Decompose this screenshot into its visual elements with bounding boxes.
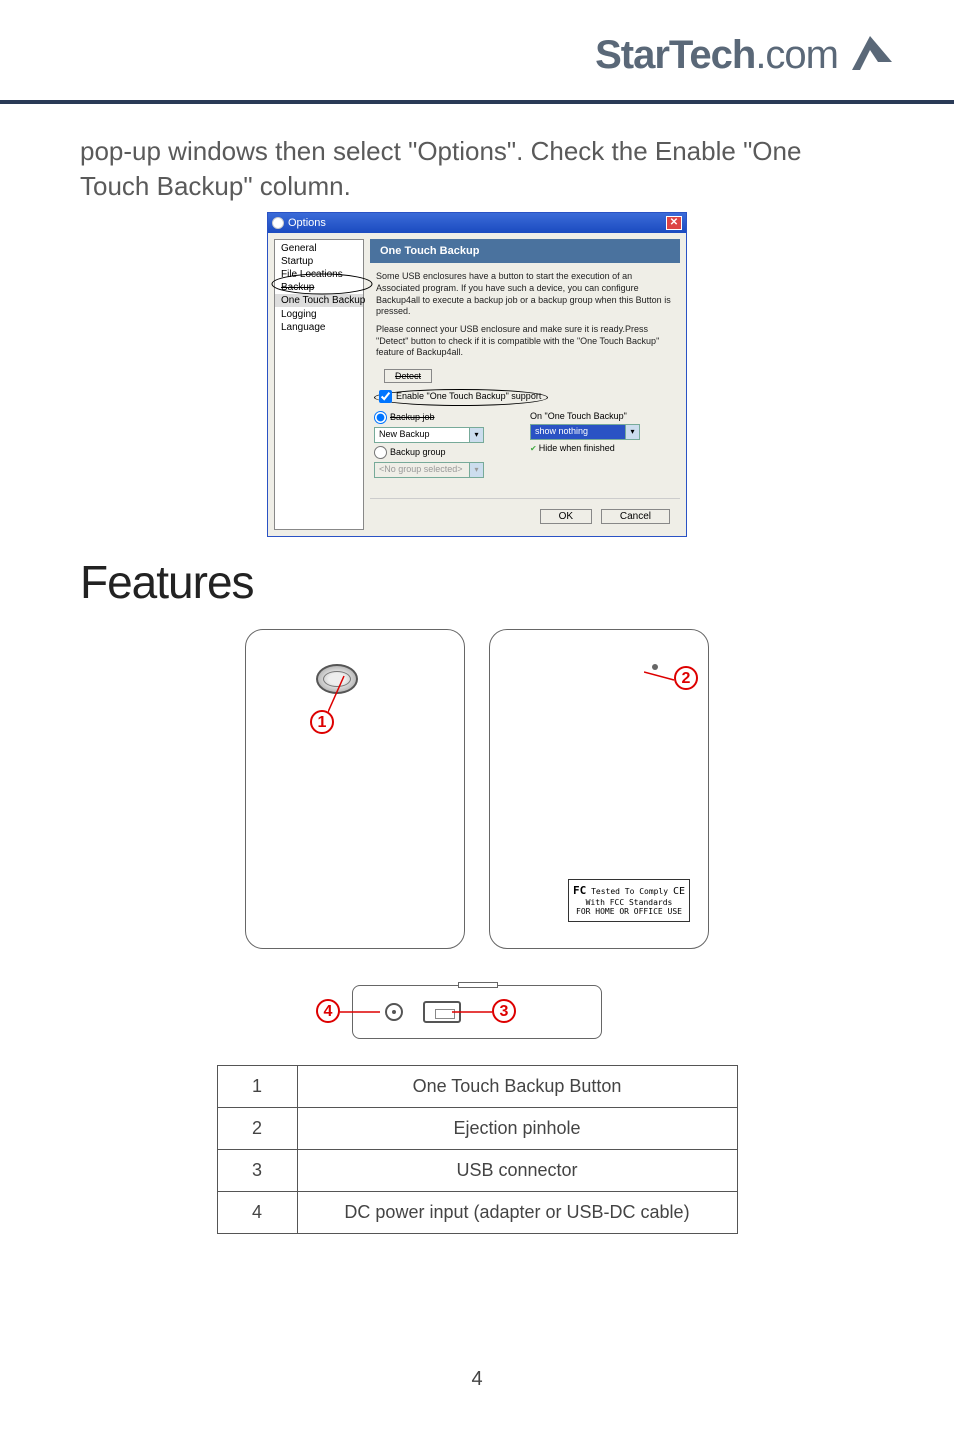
table-row: 4DC power input (adapter or USB-DC cable… (217, 1192, 737, 1234)
panel-header: One Touch Backup (370, 239, 680, 263)
features-heading: Features (80, 555, 874, 609)
chevron-down-icon: ▾ (625, 425, 639, 439)
table-cell-num: 2 (217, 1108, 297, 1150)
device-back-panel: 2 FC Tested To Comply CE With FCC Standa… (489, 629, 709, 949)
panel-desc-1: Some USB enclosures have a button to sta… (370, 271, 680, 324)
backup-group-combo: <No group selected> ▾ (374, 462, 484, 478)
close-button[interactable]: ✕ (666, 216, 682, 230)
device-front-panel: 1 (245, 629, 465, 949)
backup-job-radio[interactable] (374, 411, 387, 424)
hide-checkbox-row: ✔Hide when finished (530, 442, 676, 454)
callout-3: 3 (492, 999, 516, 1023)
callout-line-3 (452, 1007, 492, 1017)
compliance-line2: With FCC Standards (573, 898, 685, 908)
sidebar-item-language[interactable]: Language (275, 321, 363, 334)
backup-group-label: Backup group (390, 447, 446, 457)
compliance-label: FC Tested To Comply CE With FCC Standard… (568, 879, 690, 922)
table-cell-desc: Ejection pinhole (297, 1108, 737, 1150)
logo-text-bold: StarTech (595, 33, 755, 78)
detect-button[interactable]: Detect (384, 369, 432, 383)
chevron-down-icon: ▾ (469, 428, 483, 442)
table-cell-desc: USB connector (297, 1150, 737, 1192)
sidebar-item-logging[interactable]: Logging (275, 307, 363, 321)
logo-icon (844, 30, 894, 81)
page-content: pop-up windows then select "Options". Ch… (0, 104, 954, 1234)
backup-group-radio[interactable] (374, 446, 387, 459)
hide-label: Hide when finished (539, 443, 615, 453)
callout-line-1 (328, 672, 368, 712)
check-icon: ✔ (530, 444, 537, 453)
dialog-sidebar: General Startup File Locations Backup On… (274, 239, 364, 530)
callout-circle-1: 1 (310, 710, 334, 734)
backup-job-label: Backup job (390, 412, 435, 422)
table-cell-desc: DC power input (adapter or USB-DC cable) (297, 1192, 737, 1234)
table-cell-num: 3 (217, 1150, 297, 1192)
backup-group-radio-row: Backup group (374, 445, 520, 460)
dialog-main-panel: One Touch Backup Some USB enclosures hav… (370, 233, 686, 536)
callout-4: 4 (316, 999, 340, 1023)
backup-group-value: <No group selected> (375, 463, 469, 477)
brand-logo: StarTech.com (595, 30, 894, 81)
enable-checkbox-row: Enable "One Touch Backup" support (370, 387, 680, 410)
backup-job-radio-row: Backup job (374, 410, 520, 425)
intro-paragraph: pop-up windows then select "Options". Ch… (80, 134, 874, 204)
table-cell-desc: One Touch Backup Button (297, 1066, 737, 1108)
ok-button[interactable]: OK (540, 509, 592, 524)
panel-desc-2: Please connect your USB enclosure and ma… (370, 324, 680, 365)
on-otb-label: On "One Touch Backup" (530, 410, 676, 422)
dialog-button-row: OK Cancel (370, 498, 680, 530)
device-bottom-view: 4 3 (352, 985, 602, 1039)
dialog-title-icon (272, 217, 284, 229)
compliance-line3: FOR HOME OR OFFICE USE (573, 907, 685, 917)
table-cell-num: 1 (217, 1066, 297, 1108)
backup-job-combo[interactable]: New Backup ▾ (374, 427, 484, 443)
show-combo[interactable]: show nothing ▾ (530, 424, 640, 440)
page-number: 4 (0, 1368, 954, 1391)
table-row: 3USB connector (217, 1150, 737, 1192)
callout-circle-3: 3 (492, 999, 516, 1023)
options-dialog: Options ✕ General Startup File Locations… (267, 212, 687, 537)
dialog-title: Options (288, 217, 326, 229)
chevron-down-icon: ▾ (469, 463, 483, 477)
enable-label: Enable "One Touch Backup" support (396, 391, 541, 401)
callout-1: 1 (310, 710, 334, 734)
backup-job-value: New Backup (375, 428, 469, 442)
sidebar-item-startup[interactable]: Startup (275, 255, 363, 268)
table-row: 2Ejection pinhole (217, 1108, 737, 1150)
sidebar-highlight-ellipse (269, 272, 375, 302)
enable-checkbox[interactable] (379, 390, 392, 403)
table-cell-num: 4 (217, 1192, 297, 1234)
page-header: StarTech.com (0, 0, 954, 104)
callout-circle-4: 4 (316, 999, 340, 1023)
callout-line-4 (340, 1007, 380, 1017)
callout-line-2 (644, 670, 678, 686)
cancel-button[interactable]: Cancel (601, 509, 670, 524)
logo-text-light: .com (755, 33, 838, 78)
product-views: 1 2 FC Tested To Comply CE (80, 629, 874, 1234)
features-table: 1One Touch Backup Button 2Ejection pinho… (217, 1065, 738, 1234)
sidebar-item-general[interactable]: General (275, 242, 363, 255)
table-row: 1One Touch Backup Button (217, 1066, 737, 1108)
bottom-notch (458, 982, 498, 988)
callout-2: 2 (674, 666, 698, 690)
dialog-titlebar: Options ✕ (268, 213, 686, 233)
compliance-line1: Tested To Comply (591, 887, 668, 896)
dc-plug-graphic (385, 1003, 403, 1021)
show-value: show nothing (531, 425, 625, 439)
